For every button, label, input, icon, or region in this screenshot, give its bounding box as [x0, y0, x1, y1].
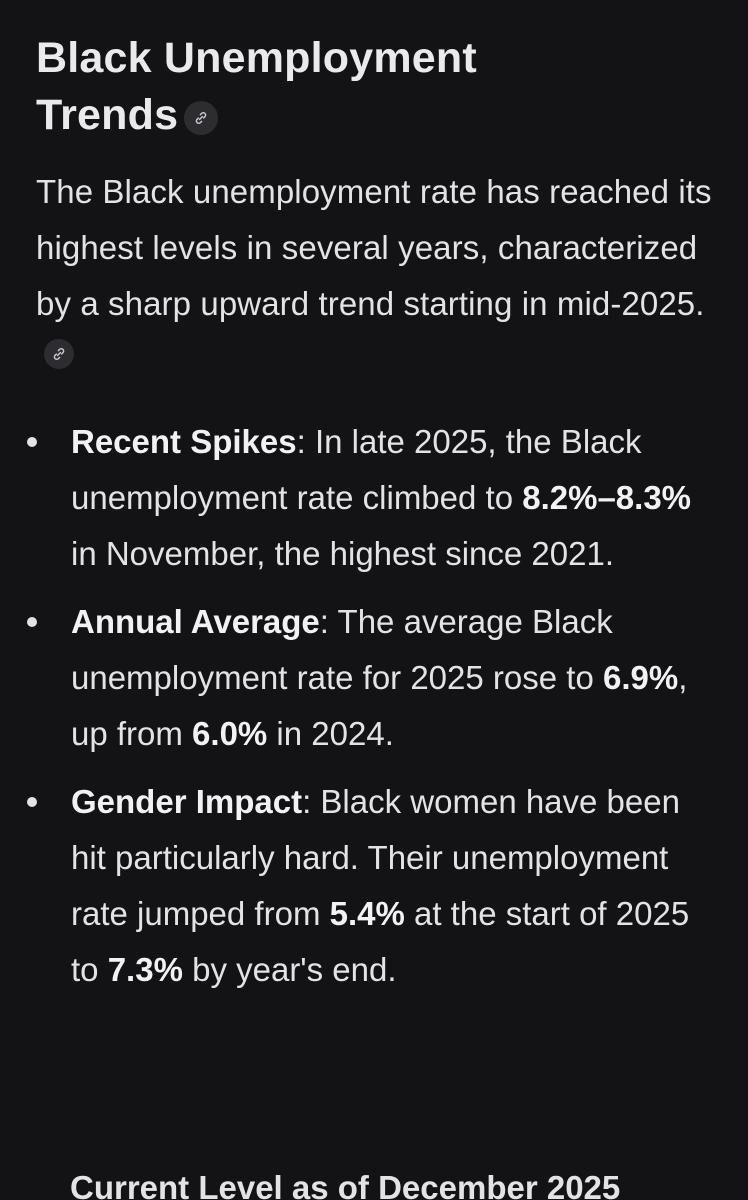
- list-item: Recent Spikes: In late 2025, the Black u…: [27, 414, 714, 582]
- heading-line1: Black Unemployment: [36, 34, 477, 82]
- cutoff-next-item: Current Level as of December 2025: [70, 1169, 621, 1200]
- bullet-title: Recent Spikes: [71, 423, 297, 460]
- bullet-text: In late 2025, the Black unemployment rat…: [71, 423, 642, 516]
- bullet-value: 8.2%–8.3%: [522, 479, 692, 516]
- bullet-separator: :: [319, 603, 338, 640]
- bullet-title: Gender Impact: [71, 783, 303, 820]
- bullet-text: in 2024.: [267, 715, 394, 752]
- intro-paragraph: The Black unemployment rate has reached …: [36, 164, 714, 388]
- bullet-dot: [27, 617, 37, 627]
- link-icon[interactable]: [44, 339, 74, 369]
- bullet-value: 7.3%: [107, 951, 183, 988]
- bullet-text: Black women have been hit particularly h…: [71, 783, 680, 932]
- bullet-text: in November, the highest since 2021.: [71, 535, 615, 572]
- bullet-title: Annual Average: [71, 603, 320, 640]
- list-item: Gender Impact: Black women have been hit…: [27, 774, 714, 998]
- bullet-separator: :: [296, 423, 315, 460]
- bullet-dot: [27, 797, 37, 807]
- link-icon[interactable]: [184, 100, 219, 135]
- bullet-list: Recent Spikes: In late 2025, the Black u…: [27, 414, 714, 998]
- bullet-text: , up from: [71, 659, 688, 752]
- bullet-value: 6.9%: [602, 659, 679, 696]
- bullet-text: by year's end.: [182, 951, 397, 988]
- section-heading: Black Unemployment Trends: [36, 30, 714, 144]
- heading-line2: Trends: [36, 91, 179, 139]
- bullet-separator: :: [302, 783, 321, 820]
- list-item: Annual Average: The average Black unempl…: [27, 594, 714, 762]
- bullet-dot: [27, 437, 37, 447]
- bullet-value: 6.0%: [192, 715, 268, 752]
- bullet-text: at the start of 2025 to: [71, 895, 690, 988]
- intro-text: The Black unemployment rate has reached …: [36, 173, 712, 322]
- bullet-value: 5.4%: [329, 895, 405, 932]
- bullet-text: The average Black unemployment rate for …: [71, 603, 613, 696]
